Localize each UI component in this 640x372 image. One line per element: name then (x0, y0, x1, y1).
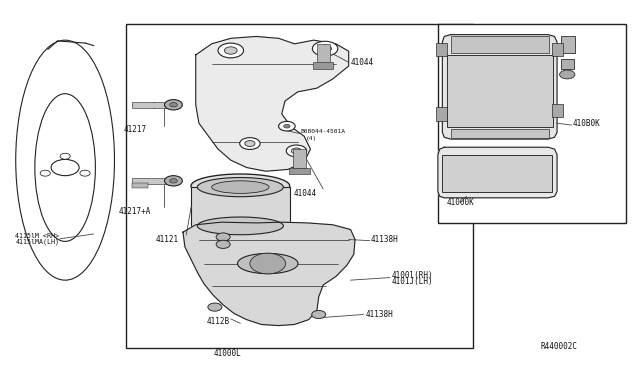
Circle shape (240, 138, 260, 150)
Circle shape (284, 124, 290, 128)
Text: 4115lM <RH>: 4115lM <RH> (15, 233, 60, 239)
Bar (552, 104, 563, 117)
Bar (552, 43, 563, 56)
Circle shape (170, 179, 177, 183)
Circle shape (319, 45, 332, 52)
Text: 41044: 41044 (351, 58, 374, 67)
Circle shape (170, 103, 177, 107)
Bar (132, 178, 173, 184)
Text: 4100l(RH): 4100l(RH) (392, 271, 433, 280)
Polygon shape (438, 147, 557, 198)
Bar (191, 187, 290, 226)
Circle shape (164, 100, 182, 110)
Circle shape (286, 145, 307, 157)
Circle shape (80, 170, 90, 176)
Text: 41121: 41121 (156, 235, 179, 244)
Ellipse shape (35, 94, 95, 241)
Circle shape (208, 303, 222, 311)
Text: 41000K: 41000K (446, 198, 474, 207)
Ellipse shape (16, 40, 115, 280)
Bar (442, 155, 552, 192)
Circle shape (278, 121, 295, 131)
Bar (317, 44, 330, 63)
Text: 4112B: 4112B (206, 317, 230, 326)
Circle shape (218, 43, 244, 58)
Bar (451, 36, 549, 54)
Text: 410B0K: 410B0K (573, 119, 601, 128)
Ellipse shape (197, 177, 284, 197)
Circle shape (291, 148, 301, 154)
Bar (561, 36, 575, 53)
Bar (132, 183, 148, 188)
Polygon shape (183, 222, 355, 326)
Ellipse shape (197, 217, 284, 235)
Bar (293, 149, 306, 168)
Text: 41138H: 41138H (366, 310, 394, 319)
Circle shape (164, 176, 182, 186)
Bar (132, 102, 173, 108)
Bar (447, 55, 552, 127)
Circle shape (250, 253, 285, 274)
Circle shape (312, 310, 326, 318)
Circle shape (60, 153, 70, 159)
Text: 41000L: 41000L (214, 350, 241, 359)
Text: 41217+A: 41217+A (119, 206, 152, 216)
Bar (451, 129, 549, 138)
Text: (4): (4) (306, 135, 317, 141)
Bar (289, 167, 310, 174)
Circle shape (51, 160, 79, 176)
Bar (436, 43, 447, 56)
Circle shape (216, 240, 230, 248)
Circle shape (559, 70, 575, 79)
Bar (438, 23, 626, 223)
Text: 41044: 41044 (293, 189, 316, 198)
Bar (561, 59, 573, 69)
Circle shape (40, 170, 51, 176)
Text: B08044-4501A: B08044-4501A (301, 129, 346, 134)
Text: R440002C: R440002C (540, 342, 577, 351)
Circle shape (225, 47, 237, 54)
Circle shape (245, 141, 255, 147)
Text: 4101J(LH): 4101J(LH) (392, 277, 433, 286)
Bar (125, 23, 473, 349)
Ellipse shape (237, 253, 298, 274)
Circle shape (216, 233, 230, 241)
Text: 41138H: 41138H (371, 235, 399, 244)
Polygon shape (442, 35, 557, 139)
Ellipse shape (191, 174, 290, 198)
Ellipse shape (212, 181, 269, 193)
Text: 41217: 41217 (124, 125, 147, 134)
Polygon shape (196, 36, 349, 171)
Bar (313, 62, 333, 69)
Circle shape (312, 41, 338, 56)
Text: 4115lMA(LH): 4115lMA(LH) (15, 239, 60, 246)
Bar (436, 108, 447, 121)
